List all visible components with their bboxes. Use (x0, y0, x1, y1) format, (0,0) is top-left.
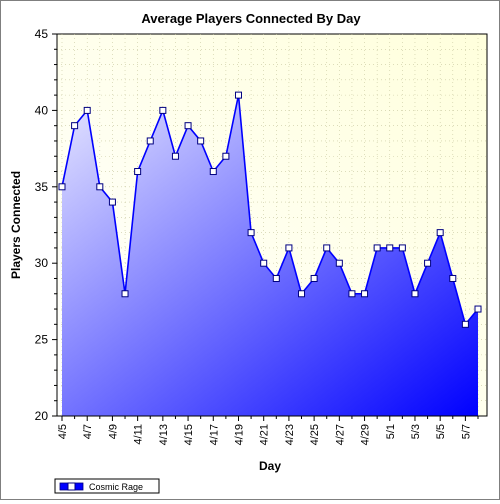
series-area (61, 94, 479, 417)
y-tick-label: 20 (35, 409, 49, 423)
data-point-marker (474, 305, 482, 313)
legend-entry-label: Cosmic Rage (89, 482, 143, 492)
data-point-marker (197, 137, 205, 145)
data-point-marker (361, 290, 369, 298)
x-tick-label: 4/23 (284, 424, 296, 445)
data-point-marker (71, 122, 79, 130)
x-tick-label: 5/5 (435, 424, 447, 439)
data-point-marker (209, 168, 217, 176)
axes (52, 33, 487, 421)
data-point-marker (461, 320, 469, 328)
y-tick-label: 30 (35, 256, 49, 270)
data-point-marker (159, 106, 167, 114)
data-point-marker (424, 259, 432, 267)
x-tick-label: 4/19 (233, 424, 245, 445)
data-point-marker (411, 290, 419, 298)
data-point-marker (96, 183, 104, 191)
data-point-marker (108, 198, 116, 206)
x-tick-label: 4/29 (360, 424, 372, 445)
y-tick-label: 40 (35, 103, 49, 117)
series-area-fill (62, 95, 478, 417)
x-tick-label: 4/7 (82, 424, 94, 439)
y-tick-label: 35 (35, 180, 49, 194)
data-point-marker (247, 229, 255, 237)
data-point-marker (58, 183, 66, 191)
data-point-marker (146, 137, 154, 145)
data-point-marker (222, 152, 230, 160)
data-point-marker (285, 244, 293, 252)
x-tick-label: 4/21 (259, 424, 271, 445)
data-point-marker (83, 106, 91, 114)
x-tick-label: 4/27 (334, 424, 346, 445)
data-point-marker (335, 259, 343, 267)
data-point-marker (121, 290, 129, 298)
data-point-marker (449, 274, 457, 282)
y-tick-label: 25 (35, 333, 49, 347)
legend-marker (67, 482, 76, 491)
data-point-marker (234, 91, 242, 99)
x-tick-label: 4/11 (133, 424, 145, 445)
data-point-marker (436, 229, 444, 237)
data-point-marker (260, 259, 268, 267)
x-tick-label: 5/7 (460, 424, 472, 439)
x-tick-label: 4/17 (208, 424, 220, 445)
data-point-marker (373, 244, 381, 252)
x-tick-label: 4/13 (158, 424, 170, 445)
data-point-marker (272, 274, 280, 282)
data-point-marker (184, 122, 192, 130)
legend: Cosmic Rage (54, 478, 160, 494)
x-tick-label: 4/5 (57, 424, 69, 439)
x-axis-title: Day (259, 459, 281, 473)
data-point-marker (386, 244, 394, 252)
data-point-marker (171, 152, 179, 160)
series-markers (58, 91, 482, 328)
series-line (61, 94, 479, 327)
x-tick-label: 4/25 (309, 424, 321, 445)
x-tick-label: 5/3 (410, 424, 422, 439)
data-point-marker (310, 274, 318, 282)
y-tick-label: 45 (35, 27, 49, 41)
data-point-marker (298, 290, 306, 298)
chart-title: Average Players Connected By Day (141, 11, 361, 26)
data-point-marker (398, 244, 406, 252)
x-tick-label: 5/1 (385, 424, 397, 439)
y-axis-title: Players Connected (9, 171, 23, 279)
x-tick-label: 4/15 (183, 424, 195, 445)
data-point-marker (323, 244, 331, 252)
tick-labels: 20 25 30 35 40 45 4/5 4/7 4/9 4/11 4/13 4/15 4/17 4/1… (35, 27, 473, 445)
data-point-marker (134, 168, 142, 176)
data-point-marker (348, 290, 356, 298)
x-tick-label: 4/9 (107, 424, 119, 439)
